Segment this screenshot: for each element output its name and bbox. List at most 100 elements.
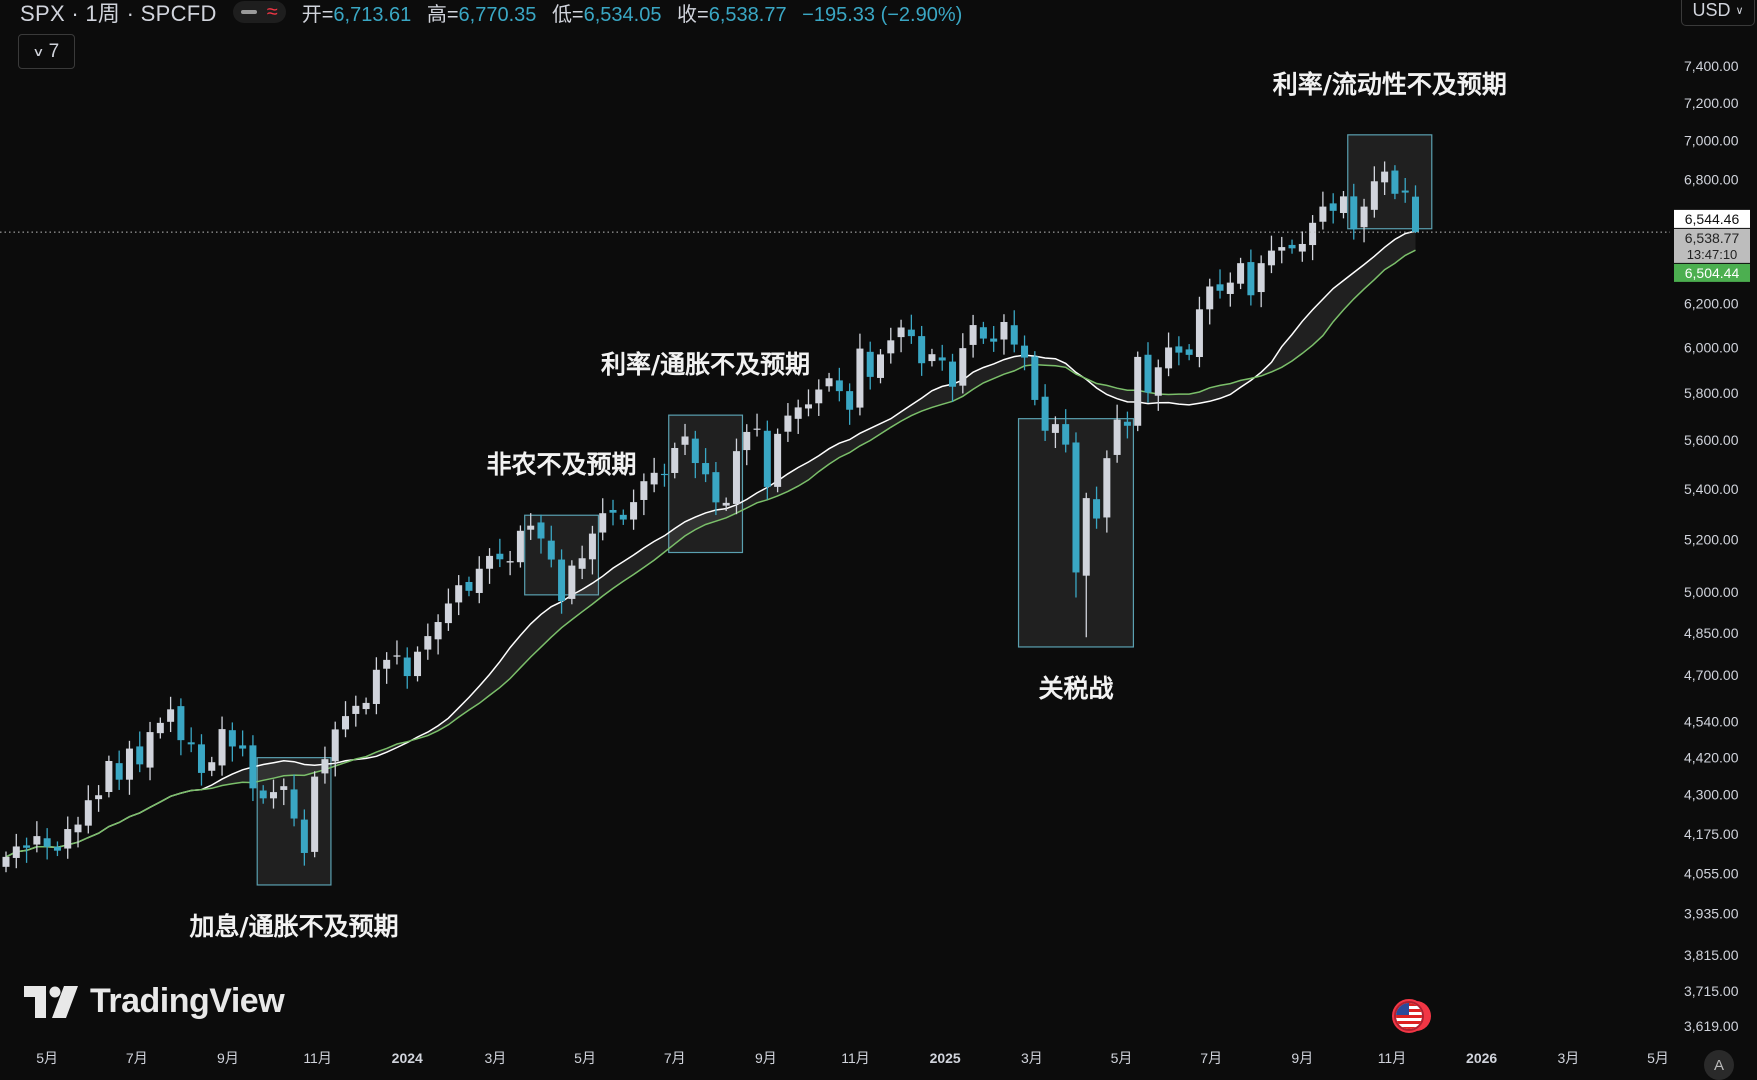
candle-body [403,657,411,677]
candle [1010,310,1018,353]
candle [136,731,144,773]
candle-body [300,819,308,853]
candle-body [599,513,607,533]
ohlc-values: 开=6,713.61 高=6,770.35 低=6,534.05 收=6,538… [302,0,973,27]
time-tick: 5月 [1111,1050,1133,1066]
candle [825,372,833,392]
candle-body [681,436,689,445]
us-flag-icon[interactable] [1392,996,1432,1036]
candle-body [1401,190,1409,193]
candle-body [434,622,442,640]
candle [1411,185,1419,234]
candle-body [1154,367,1162,396]
indicator-count: 7 [48,40,60,62]
candle-body [187,742,195,745]
tradingview-logo: TradingView [24,982,285,1021]
candle [949,353,957,402]
candle-body [84,800,92,826]
candle-body [1237,263,1245,284]
symbol-header: SPX · 1周 · SPCFD ≈ 开=6,713.61 高=6,770.35… [0,0,973,27]
candle [660,463,668,487]
candle-body [1082,498,1090,576]
candle [671,442,679,479]
symbol-title[interactable]: SPX · 1周 · SPCFD [20,1,217,26]
candle [856,333,864,416]
candle [156,717,164,739]
candle [640,473,648,516]
current-price-badge [1674,228,1750,263]
currency-selector[interactable]: USD ∨ [1681,0,1755,26]
candle-body [1370,181,1378,210]
candle-body [136,746,144,765]
candle [1021,335,1029,371]
candle-body [228,730,236,747]
candle-body [979,327,987,339]
candle [403,647,411,689]
candle [1175,336,1183,366]
candle [897,319,905,353]
candle [1339,191,1347,219]
candle [12,833,20,869]
candle [187,727,195,753]
candle-body [177,706,185,741]
candle [414,646,422,682]
price-tick: 3,935.00 [1684,906,1739,922]
indicators-collapse-button[interactable]: ∨ 7 [18,34,75,69]
low-label: 低= [551,3,584,26]
price-tick: 3,619.00 [1684,1018,1739,1034]
candle [1401,177,1409,203]
time-axis[interactable]: 5月 7月 9月 11月 2024 3月 5月 7月 9月 11月 2025 3月 5月 7月 9月 11月 2… [36,1050,1669,1066]
candle-body [1247,262,1255,296]
candle [434,614,442,655]
open-label: 开= [301,3,334,26]
current-price-value: 6,538.77 [1685,230,1740,246]
price-axis[interactable]: 7,400.00 7,200.00 7,000.00 6,800.00 6,200.00… [1684,58,1739,1034]
candle-body [208,762,216,771]
ma-value: 6,504.44 [1685,265,1740,281]
time-tick: 3月 [1021,1050,1043,1066]
candle-body [475,568,483,593]
candle-body [1288,244,1296,249]
candle [784,403,792,442]
candle-body [146,732,154,768]
candle [269,779,277,809]
candle [64,816,72,859]
candle-body [1165,347,1173,369]
candle [372,657,380,715]
candle [2,851,10,873]
candle [1000,314,1008,355]
candle [1226,272,1234,307]
candle [763,420,771,500]
indicator-toggle[interactable]: ≈ [232,1,286,23]
candle-body [743,431,751,451]
candle-body [1093,499,1101,519]
time-tick: 7月 [1200,1050,1222,1066]
candle-body [640,481,648,500]
annotation-layer [256,134,1433,886]
candle-body [1216,284,1224,291]
auto-scale-button[interactable]: A [1704,1050,1734,1080]
candle [1206,278,1214,325]
candle [1082,492,1090,638]
time-tick: 9月 [755,1050,777,1066]
candle-body [753,428,761,430]
candle-body [558,559,566,602]
candle [465,576,473,597]
candle-body [527,525,535,530]
candle-body [197,744,205,773]
candle [53,841,61,857]
candle [516,525,524,568]
candle [1165,332,1173,377]
candle-layer [2,161,1419,873]
candle-body [1309,222,1317,246]
candle [1288,239,1296,254]
price-tick: 6,000.00 [1684,339,1739,355]
price-tick: 7,000.00 [1684,133,1739,149]
candle-body [393,655,401,657]
candle-body [465,581,473,591]
candle [1370,166,1378,218]
candle-body [1257,263,1265,293]
